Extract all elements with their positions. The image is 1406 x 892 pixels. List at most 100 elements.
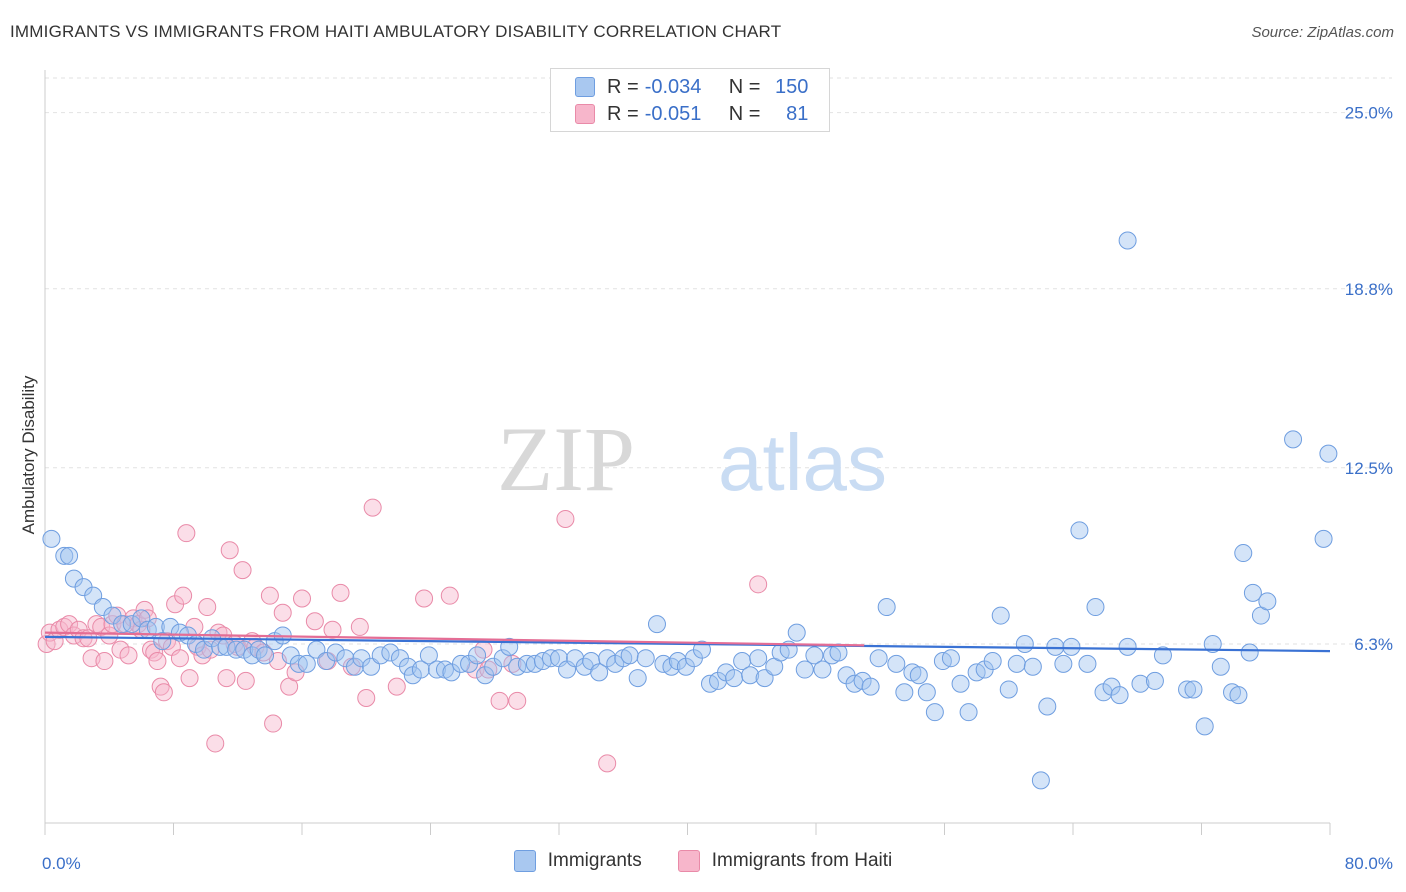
point-immigrants <box>1054 654 1073 673</box>
legend-item-immigrants: Immigrants <box>513 850 642 872</box>
y-tick-label: 12.5% <box>1345 459 1393 478</box>
source-label: Source: ZipAtlas.com <box>1251 24 1394 41</box>
point-immigrants <box>1070 521 1089 540</box>
point-immigrants <box>620 646 639 665</box>
point-immigrants <box>1118 231 1137 250</box>
point-immigrants <box>983 652 1002 671</box>
point-haiti <box>180 669 199 688</box>
point-haiti <box>490 691 509 710</box>
trend-line-immigrants <box>44 635 1331 653</box>
point-immigrants <box>909 666 928 685</box>
point-immigrants <box>1195 717 1214 736</box>
point-haiti <box>158 632 177 651</box>
trend-line-haiti <box>44 631 865 647</box>
point-haiti <box>273 603 292 622</box>
point-immigrants <box>1062 637 1081 656</box>
x-tick-label: 80.0% <box>1345 854 1393 873</box>
watermark: ZIP atlas <box>497 408 887 510</box>
point-immigrants <box>55 546 74 565</box>
point-immigrants <box>1015 634 1034 653</box>
point-immigrants <box>877 598 896 617</box>
point-immigrants <box>999 680 1018 699</box>
point-haiti <box>119 646 138 665</box>
point-immigrants <box>113 615 132 634</box>
point-haiti <box>350 617 369 636</box>
legend-swatch-immigrants <box>513 850 536 872</box>
point-immigrants <box>1110 686 1129 705</box>
y-tick-labels: 6.3% 12.5% 18.8% 25.0% <box>1345 104 1393 654</box>
point-immigrants <box>1243 583 1262 602</box>
point-immigrants <box>1046 637 1065 656</box>
point-immigrants <box>925 703 944 722</box>
legend-n-value: 150 <box>775 75 809 98</box>
point-immigrants <box>256 646 275 665</box>
legend-label-immigrants: Immigrants <box>547 850 642 871</box>
point-immigrants <box>1031 771 1050 790</box>
legend-n-label: N = <box>728 102 761 125</box>
point-immigrants <box>813 660 832 679</box>
point-haiti <box>508 691 527 710</box>
point-immigrants <box>60 546 79 565</box>
point-haiti <box>100 626 119 645</box>
point-haiti <box>479 660 498 679</box>
point-immigrants <box>1319 444 1338 463</box>
point-immigrants <box>1038 697 1057 716</box>
point-immigrants <box>297 654 316 673</box>
point-immigrants <box>692 640 711 659</box>
point-haiti <box>293 589 311 608</box>
legend-n-label: N = <box>728 75 761 98</box>
point-immigrants <box>1240 643 1259 662</box>
point-haiti <box>177 524 196 543</box>
point-immigrants <box>795 660 814 679</box>
legend-item-haiti: Immigrants from Haiti <box>677 850 892 872</box>
point-immigrants <box>1211 657 1230 676</box>
legend-n-value: 81 <box>786 102 809 125</box>
point-immigrants <box>42 529 61 548</box>
gridlines <box>45 77 1392 645</box>
legend-r-label: R = <box>607 75 639 98</box>
trend-lines <box>44 631 1331 653</box>
legend-r-value: -0.034 <box>644 75 702 98</box>
y-tick-label: 25.0% <box>1345 104 1393 123</box>
legend-swatch-haiti <box>575 104 595 124</box>
point-immigrants <box>741 666 760 685</box>
point-haiti <box>154 683 173 702</box>
point-immigrants <box>959 703 978 722</box>
legend-r-label: R = <box>607 102 639 125</box>
watermark-zip: ZIP <box>497 408 635 510</box>
y-tick-label: 6.3% <box>1354 635 1393 654</box>
point-immigrants <box>805 646 824 665</box>
point-immigrants <box>153 632 172 651</box>
legend-swatch-haiti <box>677 850 700 872</box>
point-haiti <box>323 620 342 639</box>
point-immigrants <box>1078 654 1097 673</box>
point-haiti <box>217 669 236 688</box>
point-haiti <box>387 677 406 696</box>
point-immigrants <box>917 683 936 702</box>
y-tick-label: 18.8% <box>1345 280 1393 299</box>
point-immigrants <box>991 606 1010 625</box>
point-immigrants <box>787 623 806 642</box>
correlation-legend: R = -0.034 N = 150 R = -0.051 N = 81 <box>550 68 830 132</box>
y-axis-label: Ambulatory Disability <box>19 375 38 534</box>
point-haiti <box>363 498 382 517</box>
point-haiti <box>148 652 167 671</box>
point-haiti <box>503 654 522 673</box>
point-immigrants <box>647 615 666 634</box>
point-immigrants <box>628 669 647 688</box>
point-immigrants <box>1086 598 1105 617</box>
point-haiti <box>206 734 225 753</box>
watermark-atlas: atlas <box>718 418 887 507</box>
point-haiti <box>598 754 617 773</box>
point-immigrants <box>419 646 438 665</box>
point-haiti <box>440 586 459 605</box>
point-immigrants <box>1145 671 1164 690</box>
point-haiti <box>254 643 273 662</box>
point-haiti <box>233 561 252 580</box>
point-immigrants <box>895 683 914 702</box>
point-immigrants <box>1184 680 1203 699</box>
legend-r-value: -0.051 <box>644 102 702 125</box>
point-immigrants <box>1131 674 1150 693</box>
point-haiti <box>415 589 434 608</box>
